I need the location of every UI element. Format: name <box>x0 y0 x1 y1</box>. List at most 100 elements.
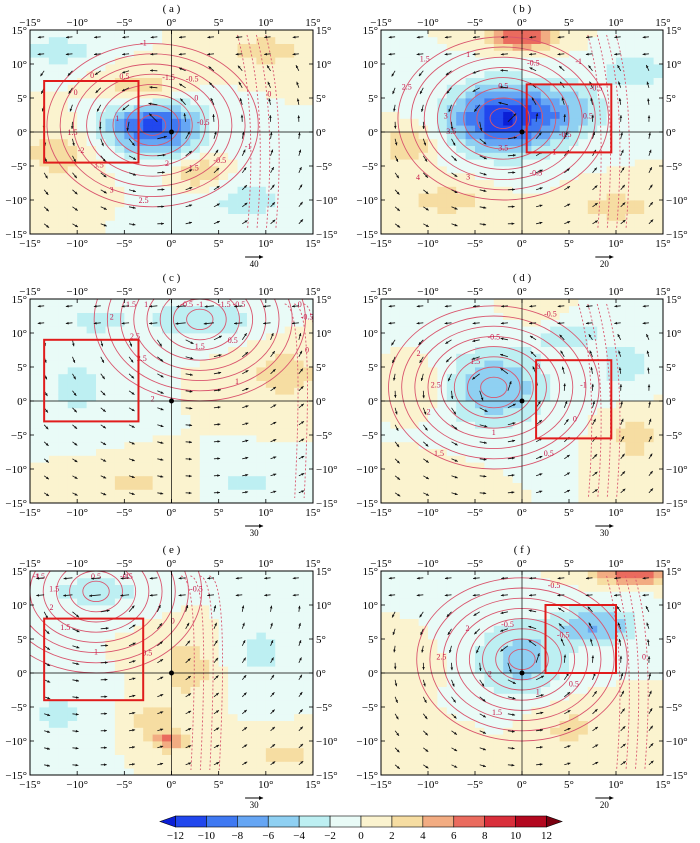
shading-cell <box>484 319 495 327</box>
shading-cell <box>228 401 238 409</box>
shading-cell <box>616 91 626 99</box>
contour-line-solid <box>436 66 570 170</box>
vector-arrowhead <box>269 115 272 118</box>
shading-cell <box>569 339 579 347</box>
shading-cell <box>484 166 495 174</box>
shading-cell <box>218 91 229 99</box>
shading-cell <box>437 401 448 409</box>
shading-cell <box>456 360 466 368</box>
shading-cell <box>199 428 210 436</box>
shading-cell <box>303 482 313 490</box>
contour-label: -0.5 <box>197 118 210 127</box>
shading-cell <box>597 132 607 140</box>
shading-cell <box>180 36 191 44</box>
shading-cell <box>456 186 466 194</box>
shading-cell <box>256 475 267 483</box>
shading-cell <box>578 469 589 477</box>
shading-cell <box>67 36 78 44</box>
shading-cell <box>587 104 598 112</box>
shading-cell <box>381 299 391 307</box>
shading-cell <box>644 166 654 174</box>
shading-cell <box>171 43 182 51</box>
shading-cell <box>625 394 636 402</box>
vector-arrowhead <box>513 113 517 117</box>
shading-cell <box>256 186 267 194</box>
shading-cell <box>512 333 523 341</box>
vector-arrowhead <box>68 90 72 94</box>
shading-cell <box>625 435 636 443</box>
vector-arrowhead <box>454 442 458 446</box>
shading-cell <box>465 441 476 449</box>
shading-cell <box>399 414 410 422</box>
shading-cell <box>275 70 286 78</box>
shading-cell <box>152 179 163 187</box>
shading-cell <box>475 462 485 470</box>
shading-cell <box>465 367 476 375</box>
shading-cell <box>559 475 570 483</box>
shading-cell <box>587 227 598 234</box>
shading-cell <box>428 145 438 153</box>
shading-cell <box>77 367 87 375</box>
vector-arrowhead <box>160 492 164 495</box>
shading-cell <box>512 312 523 320</box>
shading-cell <box>67 496 78 503</box>
shading-cell <box>124 104 135 112</box>
shading-cell <box>522 152 532 160</box>
shading-cell <box>256 373 267 381</box>
shading-cell <box>30 761 40 769</box>
shading-cell <box>228 387 238 395</box>
shading-cell <box>209 57 220 65</box>
shading-cell <box>475 125 485 133</box>
vector-arrowhead <box>614 52 618 56</box>
shading-cell <box>190 401 201 409</box>
shading-cell <box>294 428 304 436</box>
shading-cell <box>616 326 626 334</box>
contour-label: 2.5 <box>139 196 149 205</box>
shading-cell <box>218 462 229 470</box>
shading-cell <box>86 373 97 381</box>
shading-cell <box>512 118 523 126</box>
shading-cell <box>162 469 172 477</box>
shading-cell <box>587 373 598 381</box>
shading-cell <box>550 179 560 187</box>
shading-cell <box>437 179 448 187</box>
shading-cell <box>428 441 438 449</box>
shading-cell <box>437 482 448 490</box>
x-tick-label-bottom: 5° <box>564 507 574 519</box>
shading-cell <box>625 152 636 160</box>
shading-cell <box>114 448 125 456</box>
shading-cell <box>190 312 201 320</box>
shading-cell <box>559 64 570 72</box>
vector-arrowhead <box>132 223 136 226</box>
shading-cell <box>256 469 267 477</box>
shading-cell <box>96 339 106 347</box>
shading-cell <box>105 475 116 483</box>
shading-cell <box>465 455 476 463</box>
shading-cell <box>569 179 579 187</box>
shading-cell <box>30 319 40 327</box>
shading-cell <box>48 414 59 422</box>
shading-cell <box>86 407 97 415</box>
shading-cell <box>418 414 429 422</box>
shading-cell <box>418 172 429 180</box>
shading-cell <box>199 299 210 307</box>
vector-arrowhead <box>560 350 564 354</box>
shading-cell <box>228 227 238 234</box>
vector-arrowhead <box>393 125 397 129</box>
x-tick-label-bottom: 10° <box>258 238 273 250</box>
shading-cell <box>522 43 532 51</box>
shading-cell <box>30 206 40 214</box>
shading-cell <box>634 64 645 72</box>
shading-cell <box>114 30 125 38</box>
shading-cell <box>418 380 429 388</box>
shading-cell <box>124 469 135 477</box>
shading-cell <box>559 394 570 402</box>
shading-cell <box>143 339 154 347</box>
shading-cell <box>578 333 589 341</box>
shading-cell <box>559 326 570 334</box>
shading-cell <box>634 145 645 153</box>
shading-cell <box>30 754 40 762</box>
shading-cell <box>531 166 542 174</box>
shading-cell <box>209 152 220 160</box>
shading-cell <box>39 43 50 51</box>
